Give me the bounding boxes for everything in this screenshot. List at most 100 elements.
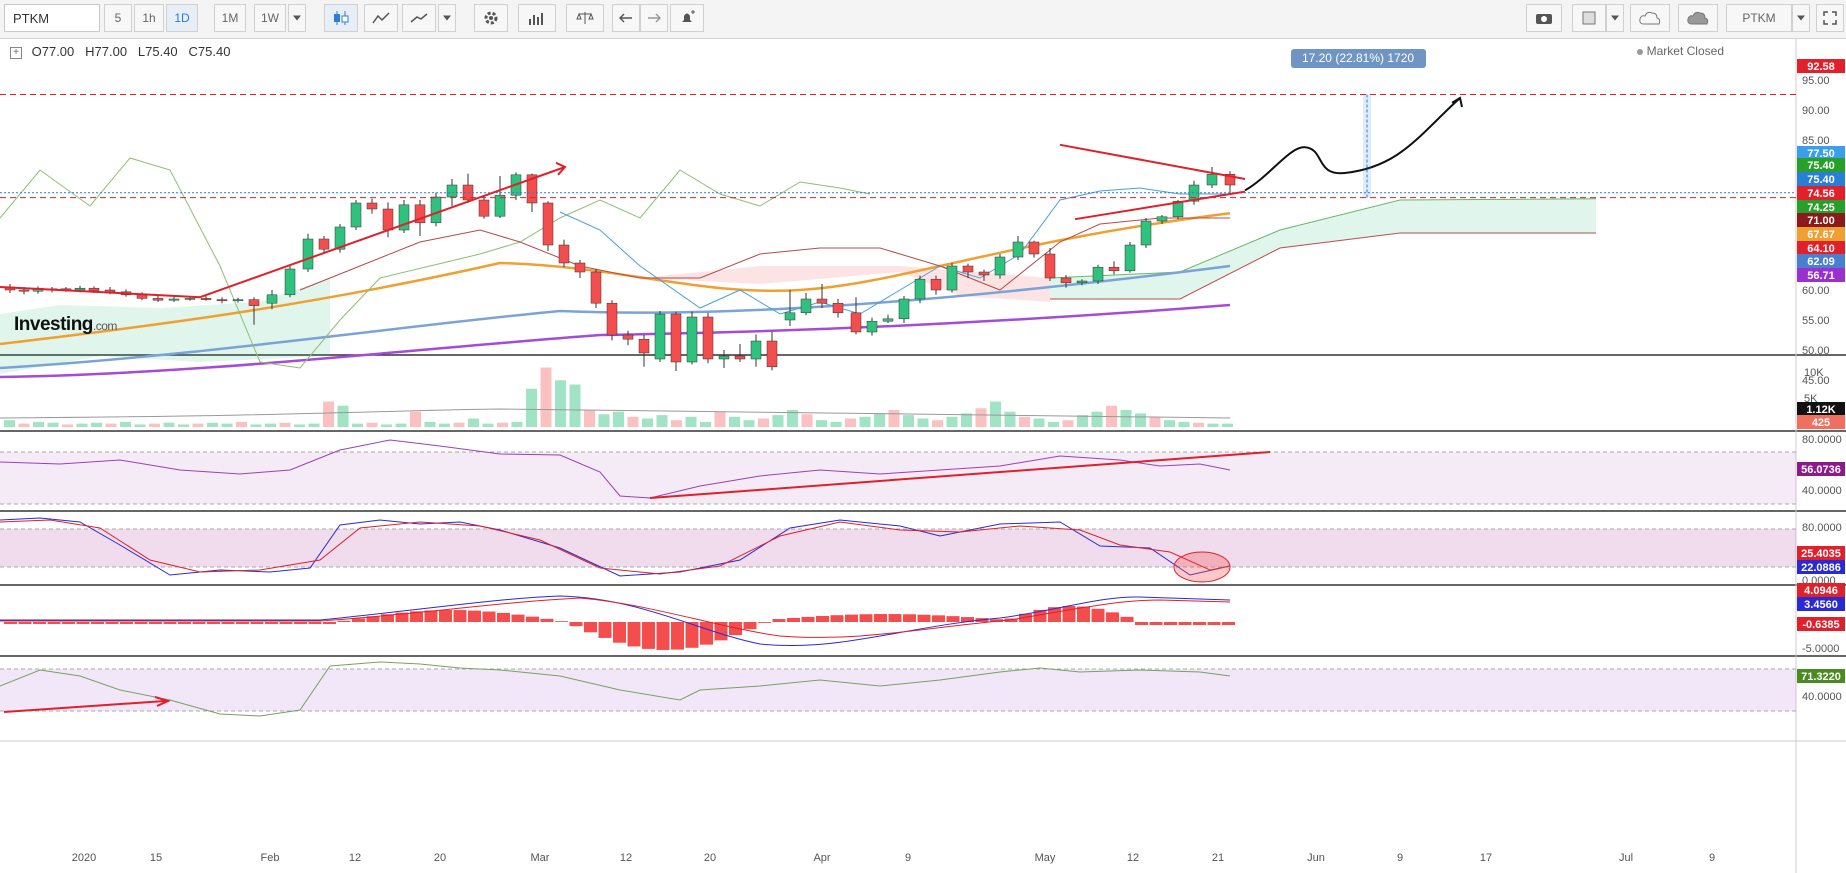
balance-icon[interactable] xyxy=(566,4,604,32)
macd-tag xyxy=(1797,597,1845,611)
volume-bar xyxy=(105,423,117,427)
volume-bar xyxy=(642,418,653,427)
price-axis-label: 95.00 xyxy=(1802,75,1830,87)
macd-histogram-bar xyxy=(540,618,554,622)
volume-bar xyxy=(598,414,610,427)
osc-trend-line xyxy=(3,700,166,713)
macd-histogram-bar xyxy=(729,622,742,636)
price-tag xyxy=(1797,213,1845,227)
ma-orange-line xyxy=(0,211,1231,346)
candle-body xyxy=(1206,173,1218,186)
candle-body xyxy=(574,262,586,273)
price-axis-label: 60.00 xyxy=(1802,285,1830,297)
candle-body xyxy=(686,316,698,363)
volume-bar xyxy=(497,422,508,427)
stoch-tag-text: 25.4035 xyxy=(1801,548,1841,560)
volume-bar xyxy=(1207,423,1219,427)
camera-icon[interactable] xyxy=(1526,4,1562,32)
alert-icon[interactable] xyxy=(670,4,704,32)
volume-bar xyxy=(381,424,392,427)
candle-body xyxy=(232,299,244,302)
macd-tag xyxy=(1797,617,1845,631)
settings-icon[interactable] xyxy=(474,4,508,32)
volume-bar xyxy=(787,410,798,427)
price-axis-label: 90.00 xyxy=(1802,105,1830,117)
stoch-tag-text: 22.0886 xyxy=(1801,562,1841,574)
volume-bar xyxy=(395,423,407,427)
candle-icon[interactable] xyxy=(324,4,358,32)
candle-body xyxy=(590,271,602,304)
price-tag-text: 77.50 xyxy=(1807,148,1835,160)
price-tag xyxy=(1797,200,1845,214)
rsi-axis-label: 80.0000 xyxy=(1802,434,1842,446)
expand-legend-icon[interactable]: + xyxy=(10,46,22,59)
time-axis-label: Jun xyxy=(1307,852,1325,864)
volume-bar xyxy=(178,424,189,427)
volume-bar xyxy=(961,413,972,427)
indicators-icon[interactable] xyxy=(518,4,556,32)
candle-body xyxy=(478,199,490,217)
volume-bar xyxy=(236,421,247,427)
volume-bar xyxy=(946,416,958,427)
undo-icon[interactable] xyxy=(612,4,640,32)
price-tag xyxy=(1797,59,1845,73)
candle-body xyxy=(750,340,762,360)
cloud-area xyxy=(0,278,330,374)
price-chart[interactable]: 95.0090.0085.0080.0075.0070.0065.0060.00… xyxy=(0,38,1846,873)
symbol-input[interactable]: PTKM xyxy=(4,4,100,32)
macd-histogram-bar xyxy=(932,615,945,622)
volume-bar xyxy=(511,421,523,427)
projection-path xyxy=(1244,97,1461,192)
candle-body xyxy=(962,265,974,273)
interval-dropdown-button[interactable] xyxy=(288,4,306,32)
compare-symbol-button[interactable]: PTKM xyxy=(1726,4,1792,32)
macd-histogram-bar xyxy=(946,616,960,622)
volume-bar xyxy=(1149,416,1161,427)
price-tag-text: 71.00 xyxy=(1807,215,1835,227)
compare-dropdown-icon[interactable] xyxy=(1792,4,1810,32)
candle-body xyxy=(200,298,212,300)
color-dropdown-icon[interactable] xyxy=(1606,4,1624,32)
price-tag xyxy=(1797,186,1845,200)
interval-1d-button[interactable]: 1D xyxy=(166,4,198,32)
market-status: Market Closed xyxy=(1636,44,1724,58)
time-axis-label: 2020 xyxy=(72,852,96,864)
macd-histogram-bar xyxy=(758,622,771,623)
time-axis-label: 9 xyxy=(905,852,911,864)
color-icon[interactable] xyxy=(1572,4,1606,32)
macd-histogram-bar xyxy=(526,616,539,622)
volume-bar xyxy=(656,415,668,427)
interval-1h-button[interactable]: 1h xyxy=(134,4,164,32)
macd-histogram-bar xyxy=(439,610,452,622)
line-icon[interactable] xyxy=(402,4,436,32)
volume-bar xyxy=(859,416,871,427)
macd-histogram-bar xyxy=(1019,613,1032,622)
fullscreen-icon[interactable] xyxy=(1816,4,1844,32)
candle-body xyxy=(734,355,746,360)
candle-body xyxy=(1092,266,1104,282)
stoch-d-line xyxy=(0,519,1231,575)
interval-1m-button[interactable]: 1M xyxy=(214,4,246,32)
volume-bar xyxy=(874,413,885,427)
interval-5-button[interactable]: 5 xyxy=(104,4,132,32)
macd-histogram-bar xyxy=(308,622,322,624)
candle-body xyxy=(414,204,426,224)
cloud-save-icon[interactable] xyxy=(1678,4,1718,32)
redo-icon[interactable] xyxy=(640,4,668,32)
macd-histogram-bar xyxy=(424,610,438,622)
area-icon[interactable] xyxy=(364,4,398,32)
cloud-load-icon[interactable] xyxy=(1630,4,1670,32)
interval-1w-button[interactable]: 1W xyxy=(254,4,286,32)
price-tag-text: 92.58 xyxy=(1807,61,1835,73)
macd-histogram-bar xyxy=(555,621,568,622)
candle-body xyxy=(850,312,862,333)
macd-histogram-bar xyxy=(888,614,902,622)
osc-axis-label: 40.0000 xyxy=(1802,691,1842,703)
price-tag-text: 64.10 xyxy=(1807,243,1835,255)
cloud-area xyxy=(1050,198,1596,299)
volume-bar xyxy=(613,411,624,427)
dropdown-icon[interactable] xyxy=(438,4,456,32)
candle-body xyxy=(216,299,228,302)
macd-histogram-bar xyxy=(91,622,104,624)
candle-body xyxy=(152,298,164,301)
